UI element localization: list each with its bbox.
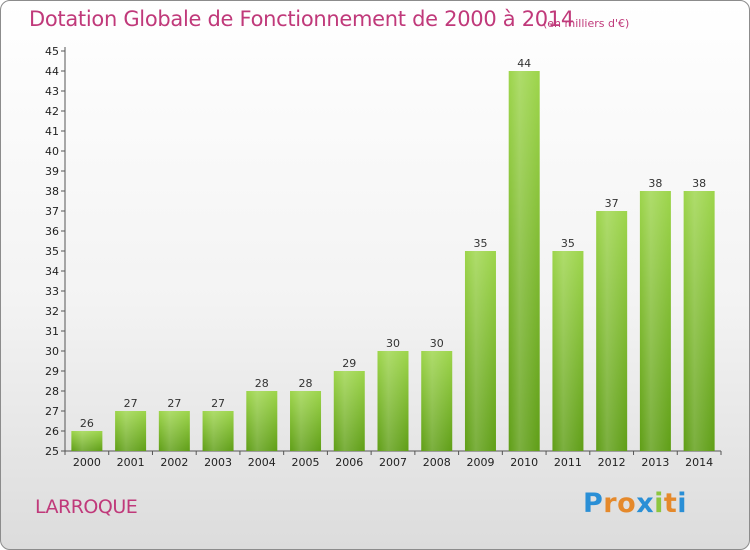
- chart-subtitle: (en milliers d'€): [543, 17, 630, 30]
- data-labels: 26 27 27 27 28 28 29 30 30 35 44 35 37 38 38: [80, 57, 706, 430]
- proxiti-logo: Proxiti: [583, 488, 687, 519]
- bar-shine: [421, 351, 453, 451]
- y-tick-label: 35: [45, 245, 59, 258]
- x-tick-label: 2002: [160, 456, 188, 469]
- x-tick-label: 2000: [73, 456, 101, 469]
- bar-shine: [596, 211, 628, 451]
- bar-shine: [508, 71, 540, 451]
- y-tick-label: 28: [45, 385, 59, 398]
- data-label: 27: [211, 397, 225, 410]
- bar-shine: [71, 431, 103, 451]
- y-tick-label: 25: [45, 445, 59, 458]
- data-label: 37: [605, 197, 619, 210]
- y-tick-label: 30: [45, 345, 59, 358]
- bar-shine: [333, 371, 365, 451]
- x-tick-label: 2005: [292, 456, 320, 469]
- x-tick-label: 2013: [641, 456, 669, 469]
- data-label: 28: [299, 377, 313, 390]
- y-tick-label: 32: [45, 305, 59, 318]
- bar-shine: [552, 251, 584, 451]
- chart-title: Dotation Globale de Fonctionnement de 20…: [29, 7, 574, 31]
- y-tick-label: 27: [45, 405, 59, 418]
- x-tick-label: 2006: [335, 456, 363, 469]
- y-tick-label: 36: [45, 225, 59, 238]
- x-tick-label: 2014: [685, 456, 713, 469]
- logo-letter: P: [583, 488, 604, 519]
- x-tick-label: 2011: [554, 456, 582, 469]
- y-tick-label: 34: [45, 265, 59, 278]
- data-label: 38: [648, 177, 662, 190]
- x-tick-label: 2001: [117, 456, 145, 469]
- y-tick-label: 26: [45, 425, 59, 438]
- logo-letter: i: [677, 488, 688, 519]
- bar-shine: [377, 351, 409, 451]
- data-label: 30: [386, 337, 400, 350]
- y-tick-label: 39: [45, 165, 59, 178]
- data-label: 29: [342, 357, 356, 370]
- logo-letter: r: [603, 488, 618, 519]
- y-tick-label: 38: [45, 185, 59, 198]
- x-tick-label: 2004: [248, 456, 276, 469]
- logo-letter: o: [617, 488, 637, 519]
- bar-shine: [464, 251, 496, 451]
- axes: 25 26 27 28 29 30 31 32 33 34 35 36 37 38 39 40 41 42 43 44…: [45, 45, 722, 469]
- logo-letter: t: [663, 488, 678, 519]
- x-tick-label: 2012: [598, 456, 626, 469]
- y-tick-label: 45: [45, 45, 59, 58]
- bar-shine: [683, 191, 715, 451]
- data-label: 35: [561, 237, 575, 250]
- bar-shine: [115, 411, 147, 451]
- bars: [71, 71, 715, 451]
- y-tick-label: 41: [45, 125, 59, 138]
- x-tick-label: 2010: [510, 456, 538, 469]
- y-tick-label: 43: [45, 85, 59, 98]
- y-tick-label: 37: [45, 205, 59, 218]
- data-label: 38: [692, 177, 706, 190]
- y-tick-label: 44: [45, 65, 59, 78]
- data-label: 35: [473, 237, 487, 250]
- y-tick-label: 29: [45, 365, 59, 378]
- logo-letter: x: [636, 488, 655, 519]
- y-tick-label: 33: [45, 285, 59, 298]
- data-label: 27: [167, 397, 181, 410]
- bar-shine: [246, 391, 278, 451]
- bar-shine: [639, 191, 671, 451]
- data-label: 26: [80, 417, 94, 430]
- bar-shine: [202, 411, 234, 451]
- bar-shine: [290, 391, 322, 451]
- x-tick-label: 2003: [204, 456, 232, 469]
- commune-name: LARROQUE: [35, 496, 138, 518]
- logo-letter: i: [654, 488, 664, 519]
- y-tick-label: 42: [45, 105, 59, 118]
- data-label: 28: [255, 377, 269, 390]
- x-tick-label: 2008: [423, 456, 451, 469]
- x-tick-label: 2007: [379, 456, 407, 469]
- y-tick-label: 31: [45, 325, 59, 338]
- bar-shine: [158, 411, 190, 451]
- data-label: 30: [430, 337, 444, 350]
- x-tick-label: 2009: [466, 456, 494, 469]
- y-tick-label: 40: [45, 145, 59, 158]
- data-label: 44: [517, 57, 531, 70]
- data-label: 27: [124, 397, 138, 410]
